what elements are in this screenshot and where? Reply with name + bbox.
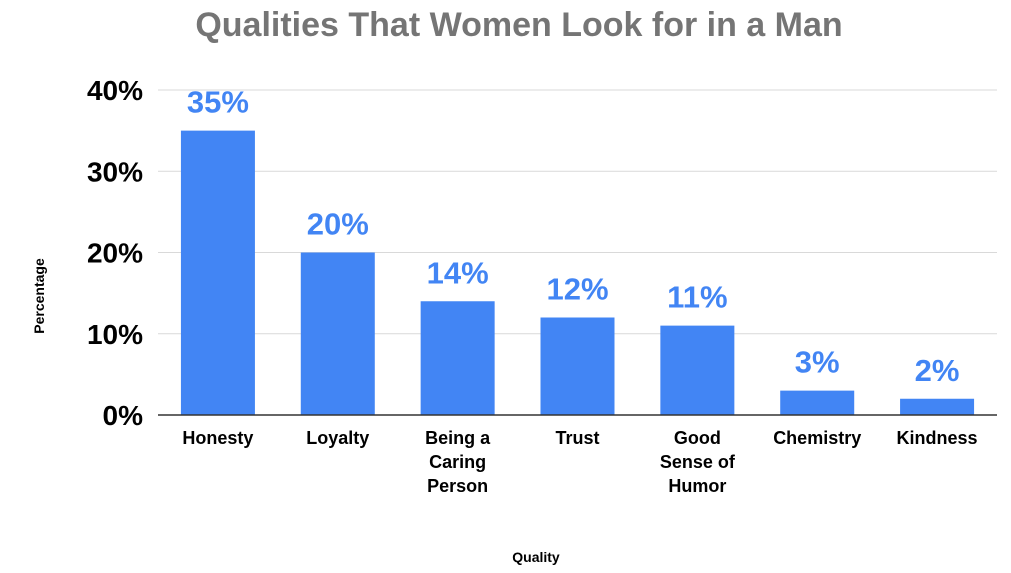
- x-tick-label-line: Being a: [425, 428, 491, 448]
- bar: [180, 130, 255, 415]
- x-tick-label-line: Person: [427, 476, 488, 496]
- data-labels: 35% 20% 14% 12% 11% 3% 2%: [187, 85, 960, 388]
- chart-title: Qualities That Women Look for in a Man: [195, 6, 842, 44]
- x-tick-label-line: Loyalty: [306, 428, 369, 448]
- x-tick-label: Loyalty: [306, 428, 369, 448]
- x-tick-label: Chemistry: [773, 428, 861, 448]
- x-tick-label: Honesty: [182, 428, 253, 448]
- bar: [540, 317, 615, 415]
- x-tick-label-line: Good: [674, 428, 721, 448]
- x-axis-title: Quality: [512, 549, 560, 565]
- bar-data-label: 2%: [915, 353, 960, 388]
- bar-data-label: 12%: [546, 272, 608, 307]
- y-tick-label: 40%: [87, 75, 143, 106]
- x-tick-label-line: Caring: [429, 452, 486, 472]
- x-tick-label: Being a Caring Person: [425, 428, 491, 496]
- x-tick-label-line: Trust: [555, 428, 599, 448]
- bar: [300, 252, 375, 415]
- x-tick-label-line: Sense of: [660, 452, 736, 472]
- bar-data-label: 14%: [427, 255, 489, 290]
- x-tick-label: Kindness: [897, 428, 978, 448]
- bar: [660, 325, 735, 415]
- x-axis-ticks: Honesty Loyalty Being a Caring Person Trust Go…: [182, 428, 977, 496]
- x-tick-label-line: Kindness: [897, 428, 978, 448]
- bar-data-label: 11%: [667, 280, 727, 315]
- bar-data-label: 3%: [795, 345, 840, 380]
- x-tick-label-line: Humor: [668, 476, 726, 496]
- y-tick-label: 20%: [87, 238, 143, 269]
- x-tick-label: Trust: [555, 428, 599, 448]
- y-tick-label: 10%: [87, 319, 143, 350]
- y-axis-title: Percentage: [31, 258, 47, 334]
- bar-data-label: 35%: [187, 85, 249, 120]
- bar: [420, 301, 495, 415]
- x-tick-label-line: Honesty: [182, 428, 253, 448]
- y-axis-ticks: 0% 10% 20% 30% 40%: [87, 75, 143, 431]
- y-tick-label: 0%: [103, 400, 144, 431]
- bar-data-label: 20%: [307, 207, 369, 242]
- bar: [780, 390, 855, 415]
- x-tick-label: Good Sense of Humor: [660, 428, 736, 496]
- bar: [900, 398, 975, 415]
- x-tick-label-line: Chemistry: [773, 428, 861, 448]
- bars: [180, 130, 975, 415]
- y-tick-label: 30%: [87, 156, 143, 187]
